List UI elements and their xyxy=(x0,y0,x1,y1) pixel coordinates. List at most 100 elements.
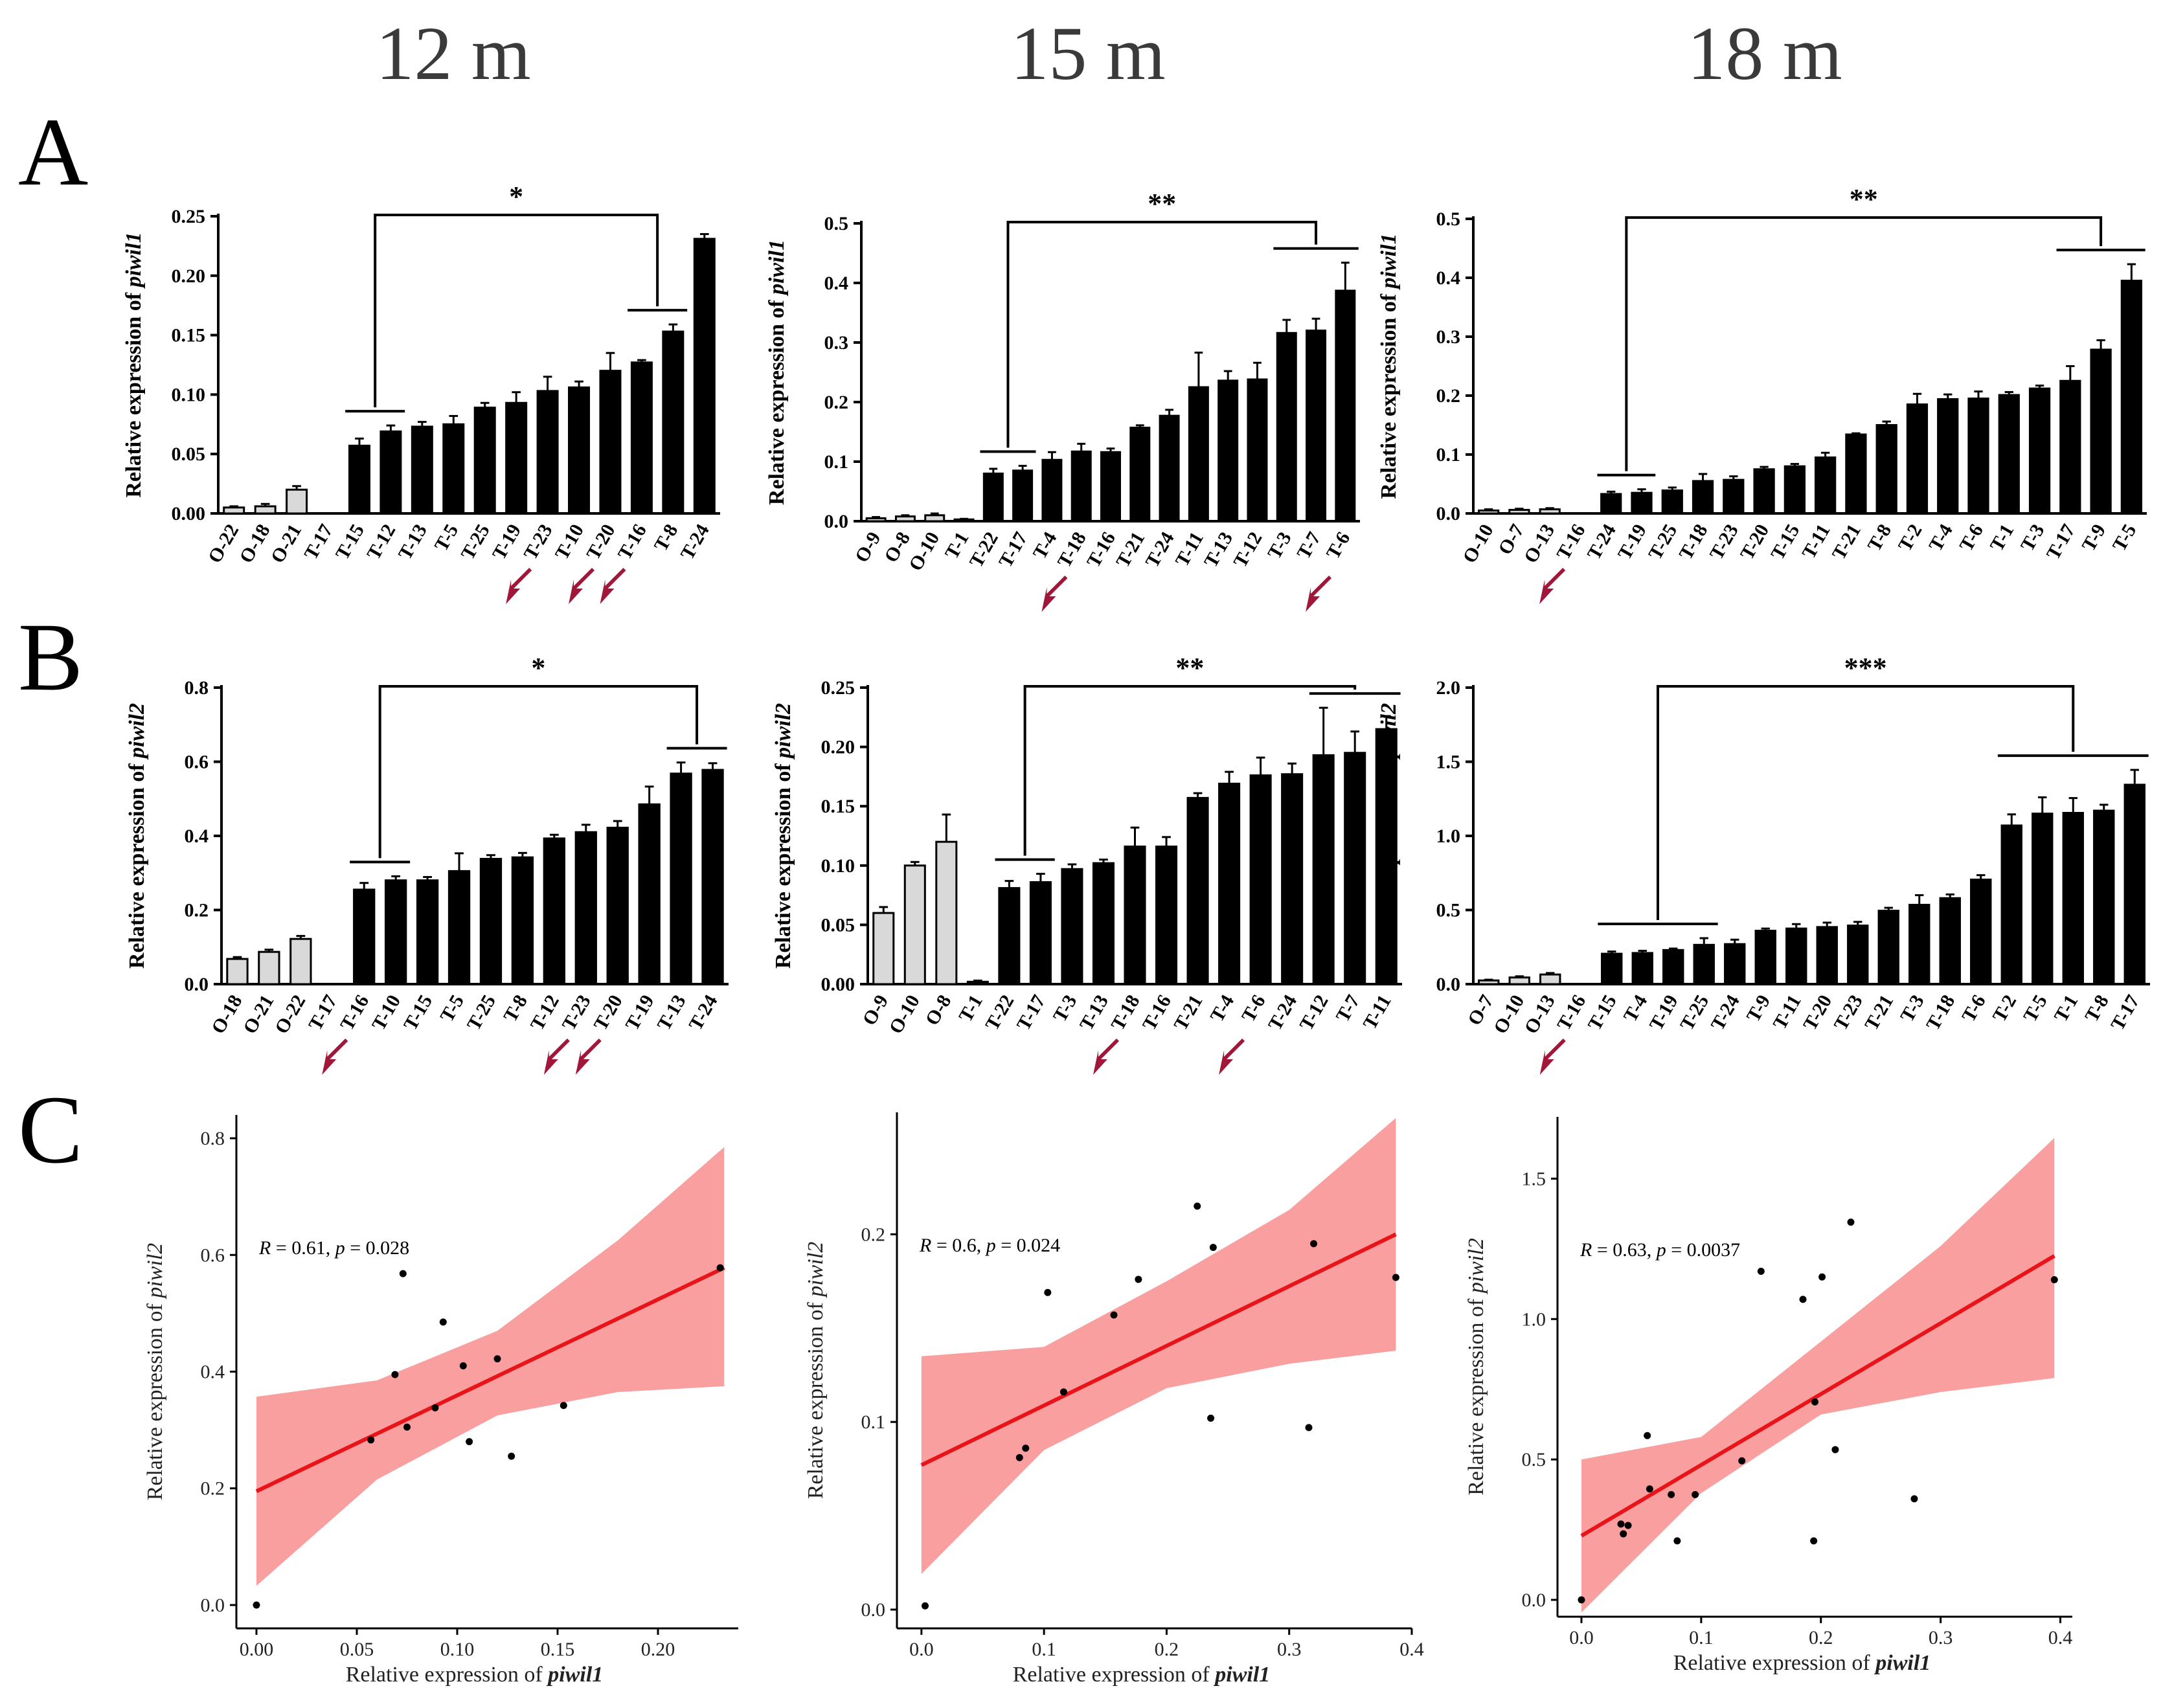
category-label: T-7 xyxy=(1332,991,1364,1026)
category-label: T-5 xyxy=(2019,991,2052,1026)
y-axis-label: Relative expression of piwil2 xyxy=(1464,1238,1488,1496)
category-label: T-13 xyxy=(1076,991,1113,1034)
bar-t-8 xyxy=(662,330,685,515)
category-label: T-25 xyxy=(1676,991,1713,1034)
category-label: T-17 xyxy=(1013,991,1050,1034)
significance-label: *** xyxy=(1844,652,1887,684)
bar-t-6 xyxy=(1967,398,1989,515)
significance-label: ** xyxy=(1850,183,1878,215)
category-label: T-1 xyxy=(1986,521,2019,555)
category-label: T-25 xyxy=(463,991,500,1034)
red-arrow-icon xyxy=(543,1039,570,1075)
x-tick-label: 0.20 xyxy=(641,1639,675,1660)
bar-t-24 xyxy=(693,238,716,515)
significance-label: ** xyxy=(1148,188,1176,219)
data-point xyxy=(1910,1495,1918,1503)
data-point xyxy=(2050,1276,2058,1284)
annotation-r-symbol: R xyxy=(919,1235,931,1256)
category-label: T-15 xyxy=(332,521,368,563)
column-title-15m: 15 m xyxy=(1010,11,1165,96)
y-tick-label: 0.1 xyxy=(861,1411,886,1433)
data-point xyxy=(1738,1457,1746,1465)
y-axis-label-gene: piwil2 xyxy=(143,1243,167,1299)
annotation-r-value: = 0.63, xyxy=(1592,1239,1656,1261)
category-label: T-11 xyxy=(1359,991,1395,1033)
bar-t-8 xyxy=(2093,809,2115,985)
red-arrow-icon xyxy=(1539,1039,1566,1075)
category-label: T-24 xyxy=(1583,521,1620,563)
bar-o-8 xyxy=(894,515,916,523)
y-tick-label: 0.0 xyxy=(1522,1590,1546,1611)
annotation-p-value: = 0.0037 xyxy=(1666,1239,1740,1261)
data-point xyxy=(431,1404,439,1411)
bar-t-19 xyxy=(638,803,661,985)
category-label: T-1 xyxy=(2050,991,2083,1026)
bar-t-8 xyxy=(1875,424,1897,515)
bar-t-12 xyxy=(1247,378,1268,523)
category-label: T-20 xyxy=(590,991,627,1034)
bar-t-5 xyxy=(447,870,471,985)
correlation-annotation: R = 0.63, p = 0.0037 xyxy=(1580,1239,1740,1261)
category-label: T-12 xyxy=(1296,991,1333,1034)
category-label: O-18 xyxy=(235,521,274,567)
category-label: T-18 xyxy=(1054,528,1091,571)
panel-letter-b: B xyxy=(18,603,83,711)
data-point xyxy=(508,1452,515,1460)
red-arrow-icon xyxy=(1093,1039,1119,1075)
category-label: T-21 xyxy=(1828,521,1865,563)
data-point xyxy=(253,1601,260,1609)
category-label: T-19 xyxy=(622,991,659,1034)
bar-t-6 xyxy=(1970,879,1992,985)
bar-t-21 xyxy=(1877,910,1899,985)
y-tick-label: 0.0 xyxy=(824,511,849,532)
bar-o-7 xyxy=(1508,509,1530,515)
category-label: T-17 xyxy=(300,521,337,563)
category-label: T-12 xyxy=(1229,528,1266,571)
bar-chart-a3: 0.0 0.1 0.2 0.3 0.4 0.5 Relative expression of… xyxy=(1377,183,2147,604)
data-point xyxy=(1847,1219,1855,1226)
category-label: T-24 xyxy=(1707,991,1744,1034)
bar-t-4 xyxy=(1218,782,1241,985)
category-label: T-10 xyxy=(368,991,405,1034)
category-label: T-22 xyxy=(981,991,1018,1034)
bar-chart-a2: 0.0 0.1 0.2 0.3 0.4 0.5 Relative expression of… xyxy=(765,188,1360,612)
bar-t-21 xyxy=(1129,427,1151,523)
red-arrow-icon xyxy=(1219,1039,1245,1075)
category-label: T-20 xyxy=(1736,521,1773,563)
bar-chart-b3: 0.0 0.5 1.0 1.5 2.0 Relative expression of pi… xyxy=(1377,652,2150,1075)
y-tick-label: 1.0 xyxy=(1522,1309,1546,1330)
bar-o-9 xyxy=(872,912,895,985)
data-point xyxy=(1305,1424,1313,1432)
category-label: O-21 xyxy=(267,521,306,567)
data-point xyxy=(1673,1537,1681,1545)
bar-t-4 xyxy=(1937,398,1959,515)
red-arrow-icon xyxy=(575,1039,602,1075)
bar-o-18 xyxy=(226,958,249,985)
regression-line xyxy=(1580,1254,2055,1538)
annotation-p-symbol: p xyxy=(334,1237,345,1259)
category-label: T-19 xyxy=(1614,521,1651,563)
y-tick-label: 0.1 xyxy=(824,451,849,473)
bar-t-9 xyxy=(1754,930,1776,985)
bar-t-7 xyxy=(1306,330,1327,523)
column-title-18m: 18 m xyxy=(1687,11,1842,96)
x-tick-label: 0.3 xyxy=(1277,1639,1302,1660)
data-point xyxy=(1757,1268,1765,1275)
y-tick-label: 0.2 xyxy=(1436,385,1461,407)
y-tick-label: 0.00 xyxy=(821,974,855,995)
data-point xyxy=(459,1362,467,1369)
y-tick-label: 0.0 xyxy=(861,1599,886,1621)
bar-t-19 xyxy=(505,401,528,515)
data-point xyxy=(1310,1240,1318,1248)
bar-t-19 xyxy=(1631,491,1653,515)
y-tick-label: 0.2 xyxy=(861,1224,886,1245)
panel-letter-a: A xyxy=(18,98,88,206)
bar-t-17 xyxy=(2059,379,2081,515)
significance-label: * xyxy=(531,652,545,684)
panel-letter-c: C xyxy=(18,1076,83,1184)
category-label: T-16 xyxy=(614,521,651,563)
bar-t-23 xyxy=(574,831,597,985)
category-label: T-13 xyxy=(394,521,431,563)
bar-t-13 xyxy=(1217,379,1239,523)
